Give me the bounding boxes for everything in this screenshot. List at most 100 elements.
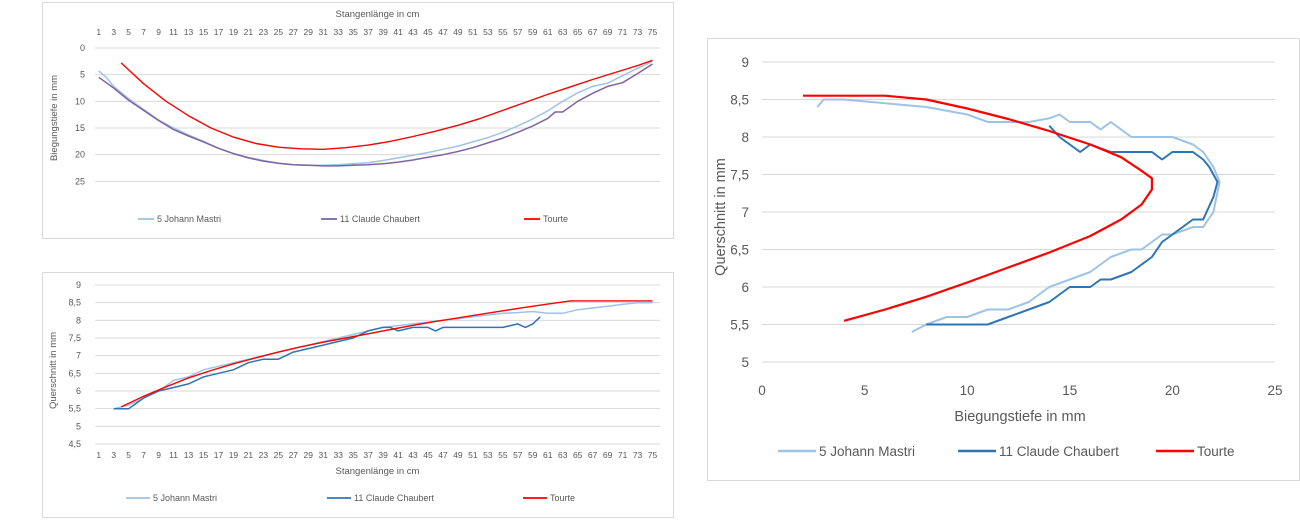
c2-x-tick-label: 33 — [333, 450, 343, 460]
c2-x-tick-label: 55 — [498, 450, 508, 460]
c2-x-tick-label: 31 — [319, 450, 329, 460]
c2-y-tick-label: 7,5 — [68, 333, 81, 343]
c3-y-tick-label: 5,5 — [730, 318, 749, 333]
c3-y-axis-title: Querschnitt in mm — [713, 158, 729, 276]
c3-x-tick-label: 15 — [1062, 383, 1077, 398]
c1-y-tick-label: 0 — [80, 43, 85, 53]
c1-x-tick-label: 3 — [111, 27, 116, 37]
c2-x-tick-label: 19 — [229, 450, 239, 460]
c2-x-tick-label: 53 — [483, 450, 493, 460]
c2-x-tick-label: 17 — [214, 450, 224, 460]
c1-x-tick-label: 9 — [156, 27, 161, 37]
c1-legend-label-0: 5 Johann Mastri — [157, 214, 221, 224]
c1-x-tick-label: 31 — [319, 27, 329, 37]
c2-x-tick-label: 67 — [588, 450, 598, 460]
c3-legend-label-2: Tourte — [1197, 444, 1235, 459]
c3-y-tick-label: 6,5 — [730, 243, 749, 258]
c1-x-tick-label: 13 — [184, 27, 194, 37]
c2-x-tick-label: 41 — [393, 450, 403, 460]
c2-x-tick-label: 71 — [618, 450, 628, 460]
c3-series-line-1 — [926, 125, 1219, 326]
c3-x-tick-label: 0 — [758, 383, 766, 398]
c2-series-line-1 — [113, 316, 541, 410]
c2-x-tick-label: 45 — [423, 450, 433, 460]
c2-x-tick-label: 35 — [348, 450, 358, 460]
c3-x-tick-label: 20 — [1165, 383, 1180, 398]
c1-series-line-1 — [98, 63, 653, 167]
c2-x-tick-label: 11 — [169, 450, 178, 460]
c3-y-tick-label: 9 — [741, 55, 749, 70]
c1-x-tick-label: 25 — [274, 27, 284, 37]
c3-y-tick-label: 5 — [741, 355, 749, 370]
c2-legend-label-1: 11 Claude Chaubert — [354, 493, 434, 503]
c2-x-tick-label: 57 — [513, 450, 523, 460]
c1-x-tick-label: 73 — [633, 27, 643, 37]
c1-x-tick-label: 63 — [558, 27, 568, 37]
c1-x-tick-label: 37 — [363, 27, 373, 37]
c2-y-axis-title: Querschnitt in mm — [48, 332, 59, 409]
c2-x-tick-label: 9 — [156, 450, 161, 460]
c1-x-axis-title: Stangenlänge in cm — [336, 9, 420, 20]
c2-x-tick-label: 3 — [111, 450, 116, 460]
c2-x-tick-label: 13 — [184, 450, 194, 460]
c2-y-tick-label: 6 — [76, 386, 81, 396]
c1-y-tick-label: 5 — [80, 70, 85, 80]
c2-x-tick-label: 39 — [378, 450, 388, 460]
c3-x-tick-label: 5 — [861, 383, 869, 398]
c1-x-tick-label: 1 — [96, 27, 101, 37]
c1-x-tick-label: 43 — [408, 27, 418, 37]
c1-x-tick-label: 41 — [393, 27, 403, 37]
c3-y-tick-label: 8 — [741, 130, 749, 145]
c1-x-tick-label: 69 — [603, 27, 613, 37]
c1-y-axis-title: Biegungstiefe in mm — [49, 75, 60, 161]
c1-x-tick-label: 17 — [214, 27, 224, 37]
c1-x-tick-label: 49 — [453, 27, 463, 37]
c2-x-tick-label: 47 — [438, 450, 448, 460]
c1-x-tick-label: 59 — [528, 27, 538, 37]
c2-x-tick-label: 73 — [633, 450, 643, 460]
c1-x-tick-label: 47 — [438, 27, 448, 37]
chart-querschnitt-laenge: 98,587,576,565,554,51 3 5 7 9 11 13 15 17 19 21 23 2… — [48, 280, 660, 503]
c1-x-tick-label: 39 — [378, 27, 388, 37]
c2-x-tick-label: 27 — [289, 450, 299, 460]
c3-y-tick-label: 6 — [741, 280, 749, 295]
c1-series-line-0 — [98, 60, 653, 167]
c2-x-tick-label: 1 — [96, 450, 101, 460]
c1-x-tick-label: 15 — [199, 27, 209, 37]
chart-panel-querschnitt-laenge: 9 8,5 8 7,5 7 6,5 6 5,5 5 4,5 1 3 5 7 9 11 13 15 17 19 21 23 2… — [42, 272, 674, 518]
c2-x-tick-label: 51 — [468, 450, 478, 460]
c2-x-tick-label: 43 — [408, 450, 418, 460]
c2-x-tick-label: 59 — [528, 450, 538, 460]
c1-x-tick-label: 65 — [573, 27, 583, 37]
c2-x-axis-title: Stangenlänge in cm — [336, 466, 420, 477]
c1-x-tick-label: 7 — [141, 27, 146, 37]
chart-panel-querschnitt-biegung: 9 8,5 8 7,5 7 6,5 6 5,5 5 0 5 10 15 20 25 Biegungstiefe… — [707, 38, 1300, 481]
c2-x-tick-label: 69 — [603, 450, 613, 460]
c1-y-tick-label: 15 — [75, 123, 85, 133]
c1-x-tick-label: 67 — [588, 27, 598, 37]
c1-x-tick-label: 71 — [618, 27, 628, 37]
c1-series-line-2 — [120, 59, 653, 150]
c3-series-line-0 — [816, 98, 1221, 333]
c1-legend-label-1: 11 Claude Chaubert — [340, 214, 420, 224]
c1-legend-label-2: Tourte — [543, 214, 568, 224]
c2-x-tick-label: 23 — [259, 450, 269, 460]
c2-x-tick-label: 37 — [363, 450, 373, 460]
c1-x-tick-label: 33 — [333, 27, 343, 37]
c2-x-tick-label: 25 — [274, 450, 284, 460]
c1-x-tick-label: 19 — [229, 27, 239, 37]
c1-x-tick-label: 5 — [126, 27, 131, 37]
c2-series-line-2 — [120, 300, 653, 408]
c3-y-tick-label: 7,5 — [730, 168, 749, 183]
c3-x-axis-title: Biegungstiefe in mm — [954, 409, 1085, 425]
c1-y-tick-label: 25 — [75, 176, 85, 186]
c2-y-tick-label: 9 — [76, 280, 81, 290]
chart-panel-biegungstiefe: 0 5 10 15 20 25 1 3 5 7 9 11 13 15 17 19 21 23 25 27 29 31 33 3… — [42, 2, 674, 239]
c2-y-tick-label: 8 — [76, 315, 81, 325]
c1-x-tick-label: 55 — [498, 27, 508, 37]
c1-x-tick-label: 23 — [259, 27, 269, 37]
c1-x-tick-label: 35 — [348, 27, 358, 37]
c3-x-tick-label: 25 — [1267, 383, 1282, 398]
c3-series-line-2 — [803, 94, 1153, 322]
chart-querschnitt-biegung: 98,587,576,565,550 5 10 15 20 25Biegungstiefe… — [713, 55, 1283, 459]
